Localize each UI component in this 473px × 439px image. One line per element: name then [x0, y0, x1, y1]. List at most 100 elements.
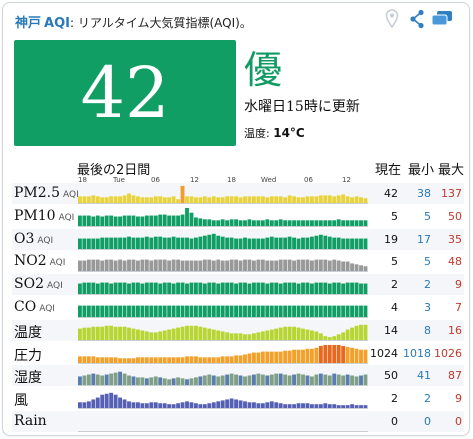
sparkline-bar: [171, 236, 176, 249]
sparkline-bar: [127, 357, 131, 363]
sparkline-bar: [216, 259, 221, 272]
sparkline-bar: [100, 305, 105, 317]
sparkline-bar: [350, 404, 355, 409]
sparkline-bar: [118, 259, 123, 272]
sparkline-chart[interactable]: [78, 388, 368, 410]
sparkline-bar: [234, 354, 239, 363]
sparkline-bar: [185, 283, 189, 295]
sparkline-bar: [296, 283, 301, 295]
sparkline-chart[interactable]: [78, 297, 368, 318]
sparkline-bar: [162, 259, 167, 272]
sparkline-bar: [336, 374, 341, 386]
sparkline-bar: [122, 373, 127, 386]
row-label-text: PM10: [14, 207, 56, 224]
sparkline-bar: [113, 326, 118, 340]
sparkline-bar: [109, 215, 114, 226]
sparkline-chart[interactable]: [78, 320, 368, 341]
sparkline-bar: [274, 220, 279, 226]
sparkline-bar: [269, 305, 274, 317]
sparkline-bar: [265, 260, 270, 272]
sparkline-bar: [310, 236, 314, 249]
sparkline-chart[interactable]: [78, 206, 368, 227]
sparkline-bar: [131, 376, 136, 386]
current-value: 19: [384, 232, 398, 246]
sparkline-bar: [158, 259, 163, 272]
sparkline-bar: [256, 352, 261, 363]
sparkline-bar: [158, 377, 163, 386]
sparkline-bar: [202, 235, 207, 249]
sparkline-bar: [314, 374, 319, 386]
sparkline-bar: [296, 373, 301, 386]
sparkline-bar: [95, 374, 100, 386]
sparkline-bar: [229, 237, 234, 249]
sparkline-chart[interactable]: [78, 274, 368, 296]
sparkline-bar: [278, 351, 283, 363]
aqi-value-box: 42: [14, 40, 236, 146]
sparkline-bar: [100, 237, 105, 249]
sparkline-bar: [136, 377, 140, 386]
sparkline-chart[interactable]: [78, 343, 368, 364]
sparkline-bar: [104, 215, 109, 226]
sparkline-bar: [162, 214, 167, 226]
sparkline-bar: [220, 197, 225, 203]
sparkline-bar: [162, 378, 167, 386]
sparkline-chart[interactable]: [78, 251, 368, 273]
axis-tick: 06: [151, 176, 160, 184]
aqi-label[interactable]: AQI: [44, 16, 70, 31]
sparkline-bar: [91, 305, 96, 317]
sparkline-bar: [95, 215, 100, 226]
sparkline-bar: [265, 351, 270, 363]
sparkline-bar: [95, 356, 100, 363]
sparkline-bar: [345, 220, 350, 226]
sparkline-bar: [78, 376, 82, 386]
current-value: 5: [391, 209, 398, 223]
sparkline-bar: [229, 333, 234, 340]
sparkline-bar: [336, 344, 341, 363]
sparkline-chart[interactable]: [78, 229, 368, 250]
max-value: 35: [448, 232, 462, 246]
sparkline-bar: [283, 282, 288, 295]
sparkline-bar: [229, 196, 234, 203]
sparkline-bar: [95, 397, 100, 409]
sparkline-bar: [127, 401, 131, 409]
sparkline-chart[interactable]: [78, 183, 368, 204]
share-icon[interactable]: [409, 9, 425, 33]
row-label-text: O3: [14, 230, 35, 247]
sparkline-bar: [269, 374, 274, 386]
sparkline-bar: [350, 263, 355, 272]
sparkline-bar: [118, 357, 123, 363]
sparkline-bar: [100, 282, 105, 295]
sparkline-bar: [216, 235, 221, 249]
sparkline-bar: [229, 282, 234, 295]
sparkline-bar: [292, 196, 297, 203]
sparkline-bar: [82, 282, 87, 295]
sparkline-bar: [354, 196, 359, 203]
max-value: 9: [455, 278, 462, 292]
sparkline-bar: [122, 399, 127, 409]
sparkline-bar: [345, 261, 350, 272]
sparkline-chart[interactable]: [78, 365, 368, 387]
sparkline-bar: [109, 196, 114, 203]
city-name[interactable]: 神戸: [15, 16, 42, 31]
sparkline-bar: [104, 356, 109, 363]
sparkline-bar: [234, 399, 239, 409]
sparkline-bar: [269, 329, 274, 340]
max-value: 16: [448, 323, 462, 337]
sparkline-bar: [310, 260, 314, 272]
sparkline-bar: [118, 397, 123, 409]
location-pin-icon[interactable]: [385, 9, 399, 33]
sparkline-bar: [140, 197, 145, 203]
sparkline-chart[interactable]: [78, 411, 368, 432]
sparkline-bar: [118, 282, 123, 295]
sparkline-bar: [345, 238, 350, 249]
sparkline-bar: [363, 374, 368, 386]
min-value: 2: [424, 392, 431, 406]
sparkline-bar: [185, 305, 189, 317]
axis-tick: 12: [342, 176, 351, 184]
sparkline-bar: [247, 353, 252, 363]
sparkline-bar: [256, 332, 261, 340]
sparkline-bar: [323, 374, 328, 386]
embed-icon[interactable]: [431, 9, 453, 31]
sparkline-bar: [252, 352, 256, 363]
sparkline-bar: [158, 305, 163, 317]
